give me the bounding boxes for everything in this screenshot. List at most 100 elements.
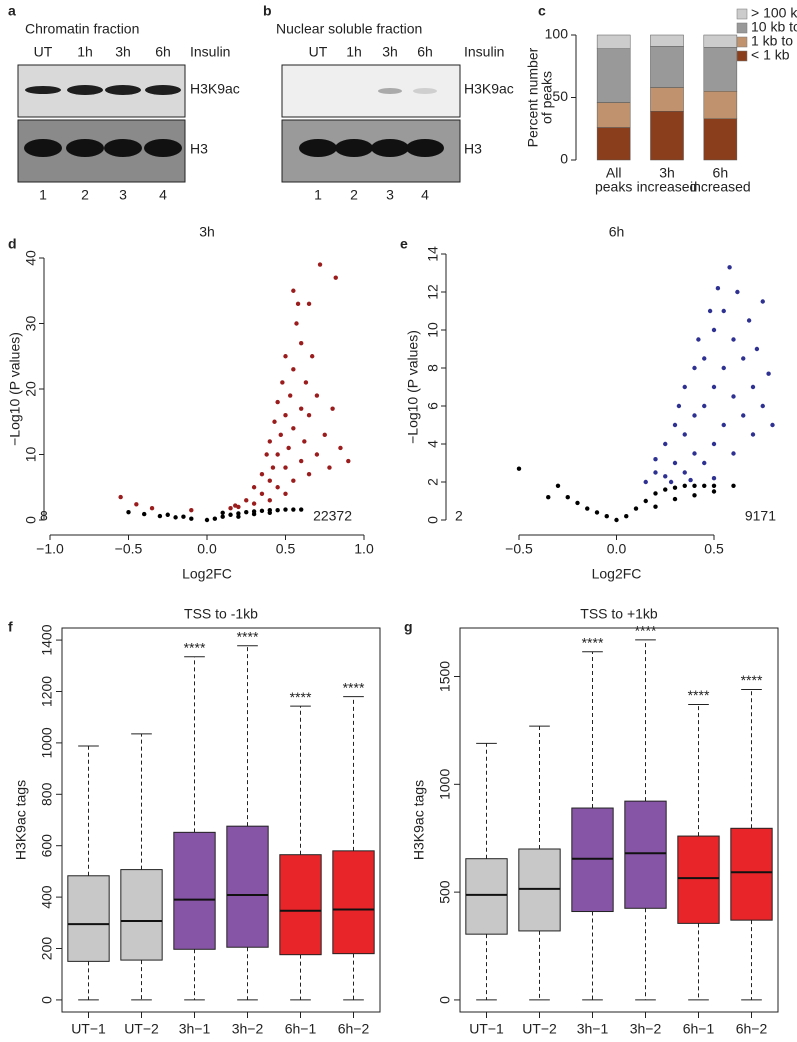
point xyxy=(294,321,299,326)
x-axis-label: Log2FC xyxy=(592,566,642,582)
point xyxy=(173,515,178,520)
x-tick-label: 3h−2 xyxy=(630,1021,662,1037)
point xyxy=(653,504,658,509)
point xyxy=(189,507,194,513)
point xyxy=(653,470,658,475)
bar-segment xyxy=(703,118,738,161)
lane-label: 6h xyxy=(417,44,433,60)
annotation: 2 xyxy=(455,508,463,524)
x-tick-label: 0.0 xyxy=(197,541,217,557)
annotation: 8 xyxy=(40,508,48,524)
lane-label: 3h xyxy=(382,44,398,60)
lane-number: 3 xyxy=(386,187,394,203)
chart-title: 6h xyxy=(609,224,625,240)
blot-band xyxy=(144,139,182,157)
point xyxy=(283,507,288,512)
point xyxy=(149,506,155,511)
point xyxy=(251,501,257,506)
point xyxy=(721,422,726,428)
y-tick-label: 1200 xyxy=(39,676,55,707)
point xyxy=(126,509,131,515)
y-axis-label: −Log10 (P values) xyxy=(405,330,421,444)
point xyxy=(727,265,732,270)
x-tick-label: 6h−2 xyxy=(338,1021,370,1037)
point xyxy=(259,471,265,477)
point xyxy=(575,500,580,506)
blot-band xyxy=(299,139,337,157)
legend-label: < 1 kb xyxy=(751,47,790,63)
box xyxy=(730,827,773,921)
bar-segment xyxy=(703,34,738,48)
point xyxy=(267,498,272,503)
y-tick-label: 600 xyxy=(39,834,55,858)
significance: **** xyxy=(237,628,259,644)
point xyxy=(731,451,736,456)
significance: **** xyxy=(688,687,710,703)
point xyxy=(330,406,335,411)
point xyxy=(220,510,225,515)
panel-label: e xyxy=(400,236,408,252)
point xyxy=(770,422,775,428)
point xyxy=(228,506,233,511)
point xyxy=(165,512,170,517)
point xyxy=(711,327,717,333)
blot-band xyxy=(24,139,62,157)
blot-band xyxy=(371,139,409,157)
point xyxy=(696,337,701,342)
lane-number: 2 xyxy=(350,187,358,203)
y-tick-label: 4 xyxy=(425,440,441,448)
x-tick-label: 3h xyxy=(659,165,675,181)
lane-number: 4 xyxy=(159,187,167,203)
point xyxy=(731,337,736,342)
point xyxy=(692,413,697,418)
point xyxy=(721,365,726,371)
point xyxy=(760,299,765,304)
point xyxy=(711,489,717,494)
y-tick-label: 12 xyxy=(425,284,441,300)
point xyxy=(204,517,210,523)
lane-number: 4 xyxy=(421,187,429,203)
point xyxy=(212,516,218,521)
point xyxy=(682,483,687,488)
lane-label: 3h xyxy=(115,44,131,60)
point xyxy=(251,485,257,490)
bar-segment xyxy=(650,87,684,112)
blot-band xyxy=(406,139,444,157)
point xyxy=(317,262,323,267)
point xyxy=(663,441,668,447)
point xyxy=(181,514,186,519)
point xyxy=(653,491,658,496)
x-tick-label: 3h−1 xyxy=(577,1021,609,1037)
x-tick-label: UT−1 xyxy=(71,1021,106,1037)
point xyxy=(741,413,746,418)
x-tick-label: 1.0 xyxy=(354,541,374,557)
point xyxy=(702,460,707,466)
y-tick-label: 1000 xyxy=(437,769,453,800)
legend-swatch xyxy=(736,22,748,34)
bar-segment xyxy=(596,127,631,161)
point xyxy=(189,516,194,521)
bar-segment xyxy=(650,111,684,161)
x-tick-label: 3h−2 xyxy=(232,1021,264,1037)
bar-segment xyxy=(703,47,738,92)
point xyxy=(283,413,288,418)
box xyxy=(571,807,614,913)
legend-label: > 100 kb xyxy=(751,5,797,21)
x-tick-label: 0.0 xyxy=(607,541,627,557)
treatment-label: Insulin xyxy=(464,44,504,60)
blot-band xyxy=(67,85,103,95)
point xyxy=(643,479,648,485)
point xyxy=(707,308,713,314)
point xyxy=(735,289,740,295)
y-tick-label: 50 xyxy=(552,88,568,104)
bar-segment xyxy=(703,91,738,119)
blot-band xyxy=(25,86,61,94)
point xyxy=(220,514,225,519)
point xyxy=(280,380,285,385)
x-tick-label: All xyxy=(606,165,622,181)
box xyxy=(173,831,216,950)
point xyxy=(643,498,648,504)
point xyxy=(244,498,249,503)
point xyxy=(291,288,296,293)
